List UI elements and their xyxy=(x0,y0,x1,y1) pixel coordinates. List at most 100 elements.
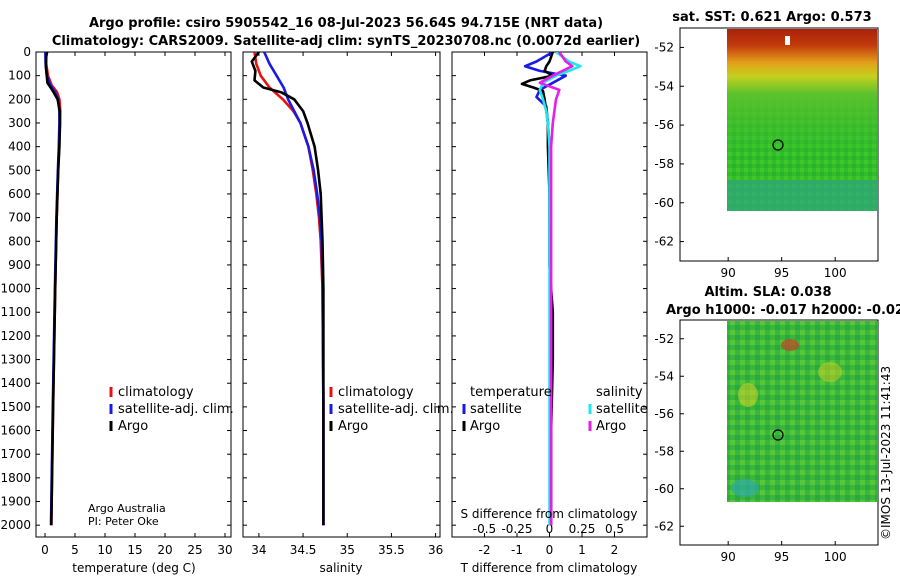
y-tick-label: 300 xyxy=(8,116,31,130)
temperature-legend: climatology satellite-adj. clim. Argo xyxy=(109,385,234,434)
series-line-salinity-satellite xyxy=(538,52,582,526)
series-line-argo xyxy=(44,52,62,526)
sst-map-warm-band xyxy=(727,29,877,164)
x-tick-label: 10 xyxy=(97,543,112,557)
y-tick-label: 900 xyxy=(8,258,31,272)
map-lat-tick-label: -58 xyxy=(654,157,674,171)
s-difference-axis-ticks: -0.5 -0.25 0 0.25 0.5 xyxy=(473,522,624,536)
map-lat-tick-label: -62 xyxy=(654,235,674,249)
sst-map-cold-band xyxy=(727,180,877,211)
y-tick-label: 2000 xyxy=(0,518,31,532)
temperature-axis-ticks: 0 5 10 15 20 25 30 xyxy=(41,52,233,557)
top-x-tick-label: -0.25 xyxy=(501,522,532,536)
x-tick-label: 25 xyxy=(187,543,202,557)
map-lat-tick-label: -60 xyxy=(654,196,674,210)
series-line-salinity-argo xyxy=(538,52,574,526)
map-lon-tick-label: 90 xyxy=(721,266,736,280)
map-lon-tick-label: 95 xyxy=(774,266,789,280)
map-lon-tick-label: 100 xyxy=(824,266,847,280)
x-tick-label: 30 xyxy=(217,543,232,557)
depth-axis: 0 100 200 300 400 500 600 700 800 900 1000 1100 1200… xyxy=(0,45,231,532)
legend-label-argo: Argo xyxy=(118,419,148,434)
x-tick-label: 35.5 xyxy=(378,543,405,557)
sla-map: -52 -54 -56 -58 -60 -62 90 95 100 xyxy=(654,319,879,564)
salinity-xlabel: salinity xyxy=(319,561,362,575)
y-tick-label: 0 xyxy=(23,45,31,59)
map-lat-tick-label: -56 xyxy=(654,118,674,132)
difference-legend: temperature salinity satellite Argo sate… xyxy=(462,385,648,434)
legend-label-climatology: climatology xyxy=(338,385,414,400)
map-lat-tick-label: -56 xyxy=(654,407,674,421)
y-tick-label: 700 xyxy=(8,211,31,225)
sla-map-field xyxy=(727,321,877,502)
y-tick-label: 1900 xyxy=(0,495,31,509)
sla-map-low-anomaly xyxy=(731,479,759,497)
t-difference-xlabel: T difference from climatology xyxy=(460,561,638,575)
top-x-tick-label: 0 xyxy=(546,522,554,536)
legend-label-argo: Argo xyxy=(338,419,368,434)
top-x-tick-label: 0.5 xyxy=(605,522,624,536)
t-difference-axis-ticks: -2 -1 0 1 2 xyxy=(452,51,647,557)
credit-line2: PI: Peter Oke xyxy=(88,515,159,528)
sst-map-title: sat. SST: 0.621 Argo: 0.573 xyxy=(672,10,871,25)
map-lon-tick-label: 90 xyxy=(721,550,736,564)
y-tick-label: 600 xyxy=(8,187,31,201)
legend-label-s-satellite: satellite xyxy=(596,402,648,417)
legend-temperature-title: temperature xyxy=(470,385,552,400)
sla-map-axes: -52 -54 -56 -58 -60 -62 90 95 100 xyxy=(654,332,846,564)
x-tick-label: 34 xyxy=(251,543,266,557)
x-tick-label: 1 xyxy=(578,543,586,557)
figure-title-line2: Climatology: CARS2009. Satellite-adj cli… xyxy=(52,34,640,49)
y-tick-label: 400 xyxy=(8,140,31,154)
top-x-tick-label: -0.5 xyxy=(473,522,496,536)
sla-map-anomaly xyxy=(738,383,758,407)
sla-map-subtitle: Argo h1000: -0.017 h2000: -0.02 xyxy=(666,303,900,318)
temperature-xlabel: temperature (deg C) xyxy=(72,561,195,575)
x-tick-label: 35 xyxy=(340,543,355,557)
map-lat-tick-label: -54 xyxy=(654,369,674,383)
x-tick-label: -2 xyxy=(479,543,491,557)
x-tick-label: 36 xyxy=(428,543,443,557)
sst-map-gap xyxy=(785,36,790,45)
legend-label-s-argo: Argo xyxy=(596,419,626,434)
salinity-legend: climatology satellite-adj. clim. Argo xyxy=(329,385,454,434)
y-tick-label: 1600 xyxy=(0,424,31,438)
x-tick-label: -1 xyxy=(511,543,523,557)
figure-title-line1: Argo profile: csiro 5905542_16 08-Jul-20… xyxy=(89,16,603,31)
s-difference-xlabel: S difference from climatology xyxy=(461,507,638,521)
y-tick-label: 1200 xyxy=(0,329,31,343)
map-lon-tick-label: 95 xyxy=(774,550,789,564)
series-line-argo xyxy=(250,52,325,526)
temperature-panel xyxy=(35,51,232,538)
salinity-axis-ticks: 34 34.5 35 35.5 36 xyxy=(243,51,443,557)
legend-label-satellite-adj: satellite-adj. clim. xyxy=(338,402,454,417)
legend-label-t-argo: Argo xyxy=(470,419,500,434)
map-lon-tick-label: 100 xyxy=(824,550,847,564)
sla-argo-location-marker xyxy=(772,429,784,441)
map-lat-tick-label: -54 xyxy=(654,79,674,93)
y-tick-label: 800 xyxy=(8,234,31,248)
sst-map-axes: -52 -54 -56 -58 -60 -62 90 95 100 xyxy=(654,40,846,280)
x-tick-label: 0 xyxy=(546,543,554,557)
y-tick-label: 1700 xyxy=(0,447,31,461)
y-tick-label: 1400 xyxy=(0,376,31,390)
credit-line1: Argo Australia xyxy=(88,502,166,515)
salinity-profiles xyxy=(250,52,325,526)
map-lat-tick-label: -62 xyxy=(654,519,674,533)
y-tick-label: 1800 xyxy=(0,471,31,485)
legend-label-satellite-adj: satellite-adj. clim. xyxy=(118,402,234,417)
x-tick-label: 20 xyxy=(157,543,172,557)
legend-label-t-satellite: satellite xyxy=(470,402,522,417)
y-tick-label: 100 xyxy=(8,69,31,83)
x-tick-label: 2 xyxy=(611,543,619,557)
sst-map: -52 -54 -56 -58 -60 -62 90 95 100 xyxy=(654,27,879,280)
top-x-tick-label: 0.25 xyxy=(569,522,596,536)
x-tick-label: 15 xyxy=(127,543,142,557)
difference-profiles xyxy=(520,52,582,526)
sla-map-high-anomaly xyxy=(781,339,799,351)
legend-label-climatology: climatology xyxy=(118,385,194,400)
sla-map-title: Altim. SLA: 0.038 xyxy=(705,285,832,300)
y-tick-label: 200 xyxy=(8,92,31,106)
x-tick-label: 0 xyxy=(41,543,49,557)
